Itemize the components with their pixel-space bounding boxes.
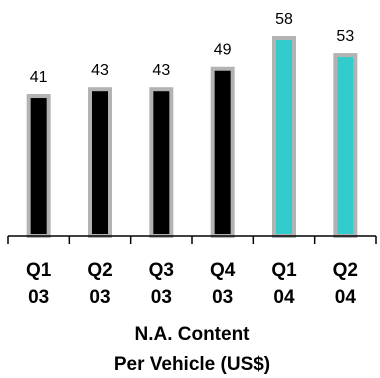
x-tick-label: 03 <box>28 287 49 308</box>
x-axis-title-line-2: Per Vehicle (US$) <box>114 354 270 375</box>
data-label: 43 <box>152 62 170 79</box>
x-tick-label: 03 <box>89 287 110 308</box>
x-tick-label: Q1 <box>26 260 52 281</box>
x-tick-label: 03 <box>212 287 233 308</box>
data-label: 41 <box>30 69 48 86</box>
x-tick-label: 04 <box>273 287 295 308</box>
bar-q1-03 <box>26 94 51 238</box>
value-labels-group: 41 43 43 49 58 53 <box>30 11 355 86</box>
x-tick-label: Q1 <box>271 260 297 281</box>
x-tick-label: Q2 <box>333 260 358 281</box>
x-axis-title-line-1: N.A. Content <box>134 324 250 345</box>
bar-q1-04 <box>272 36 296 238</box>
bar-q2-03 <box>88 87 112 238</box>
bar-q3-03 <box>149 87 174 238</box>
x-tick-label: Q2 <box>87 260 112 281</box>
bar-q2-04 <box>333 53 358 238</box>
x-tick-label: Q4 <box>210 260 236 281</box>
x-ticks-group <box>7 236 377 244</box>
bars-group <box>26 36 358 238</box>
data-label: 58 <box>275 11 293 28</box>
x-tick-label: Q3 <box>149 260 174 281</box>
x-tick-label: 04 <box>335 287 357 308</box>
data-label: 53 <box>336 28 354 45</box>
data-label: 49 <box>214 42 232 59</box>
data-label: 43 <box>91 62 109 79</box>
bar-q4-03 <box>210 66 235 238</box>
x-tick-labels-group: Q1 03 Q2 03 Q3 03 Q4 03 Q1 04 Q2 04 <box>26 260 358 308</box>
x-tick-label: 03 <box>151 287 172 308</box>
